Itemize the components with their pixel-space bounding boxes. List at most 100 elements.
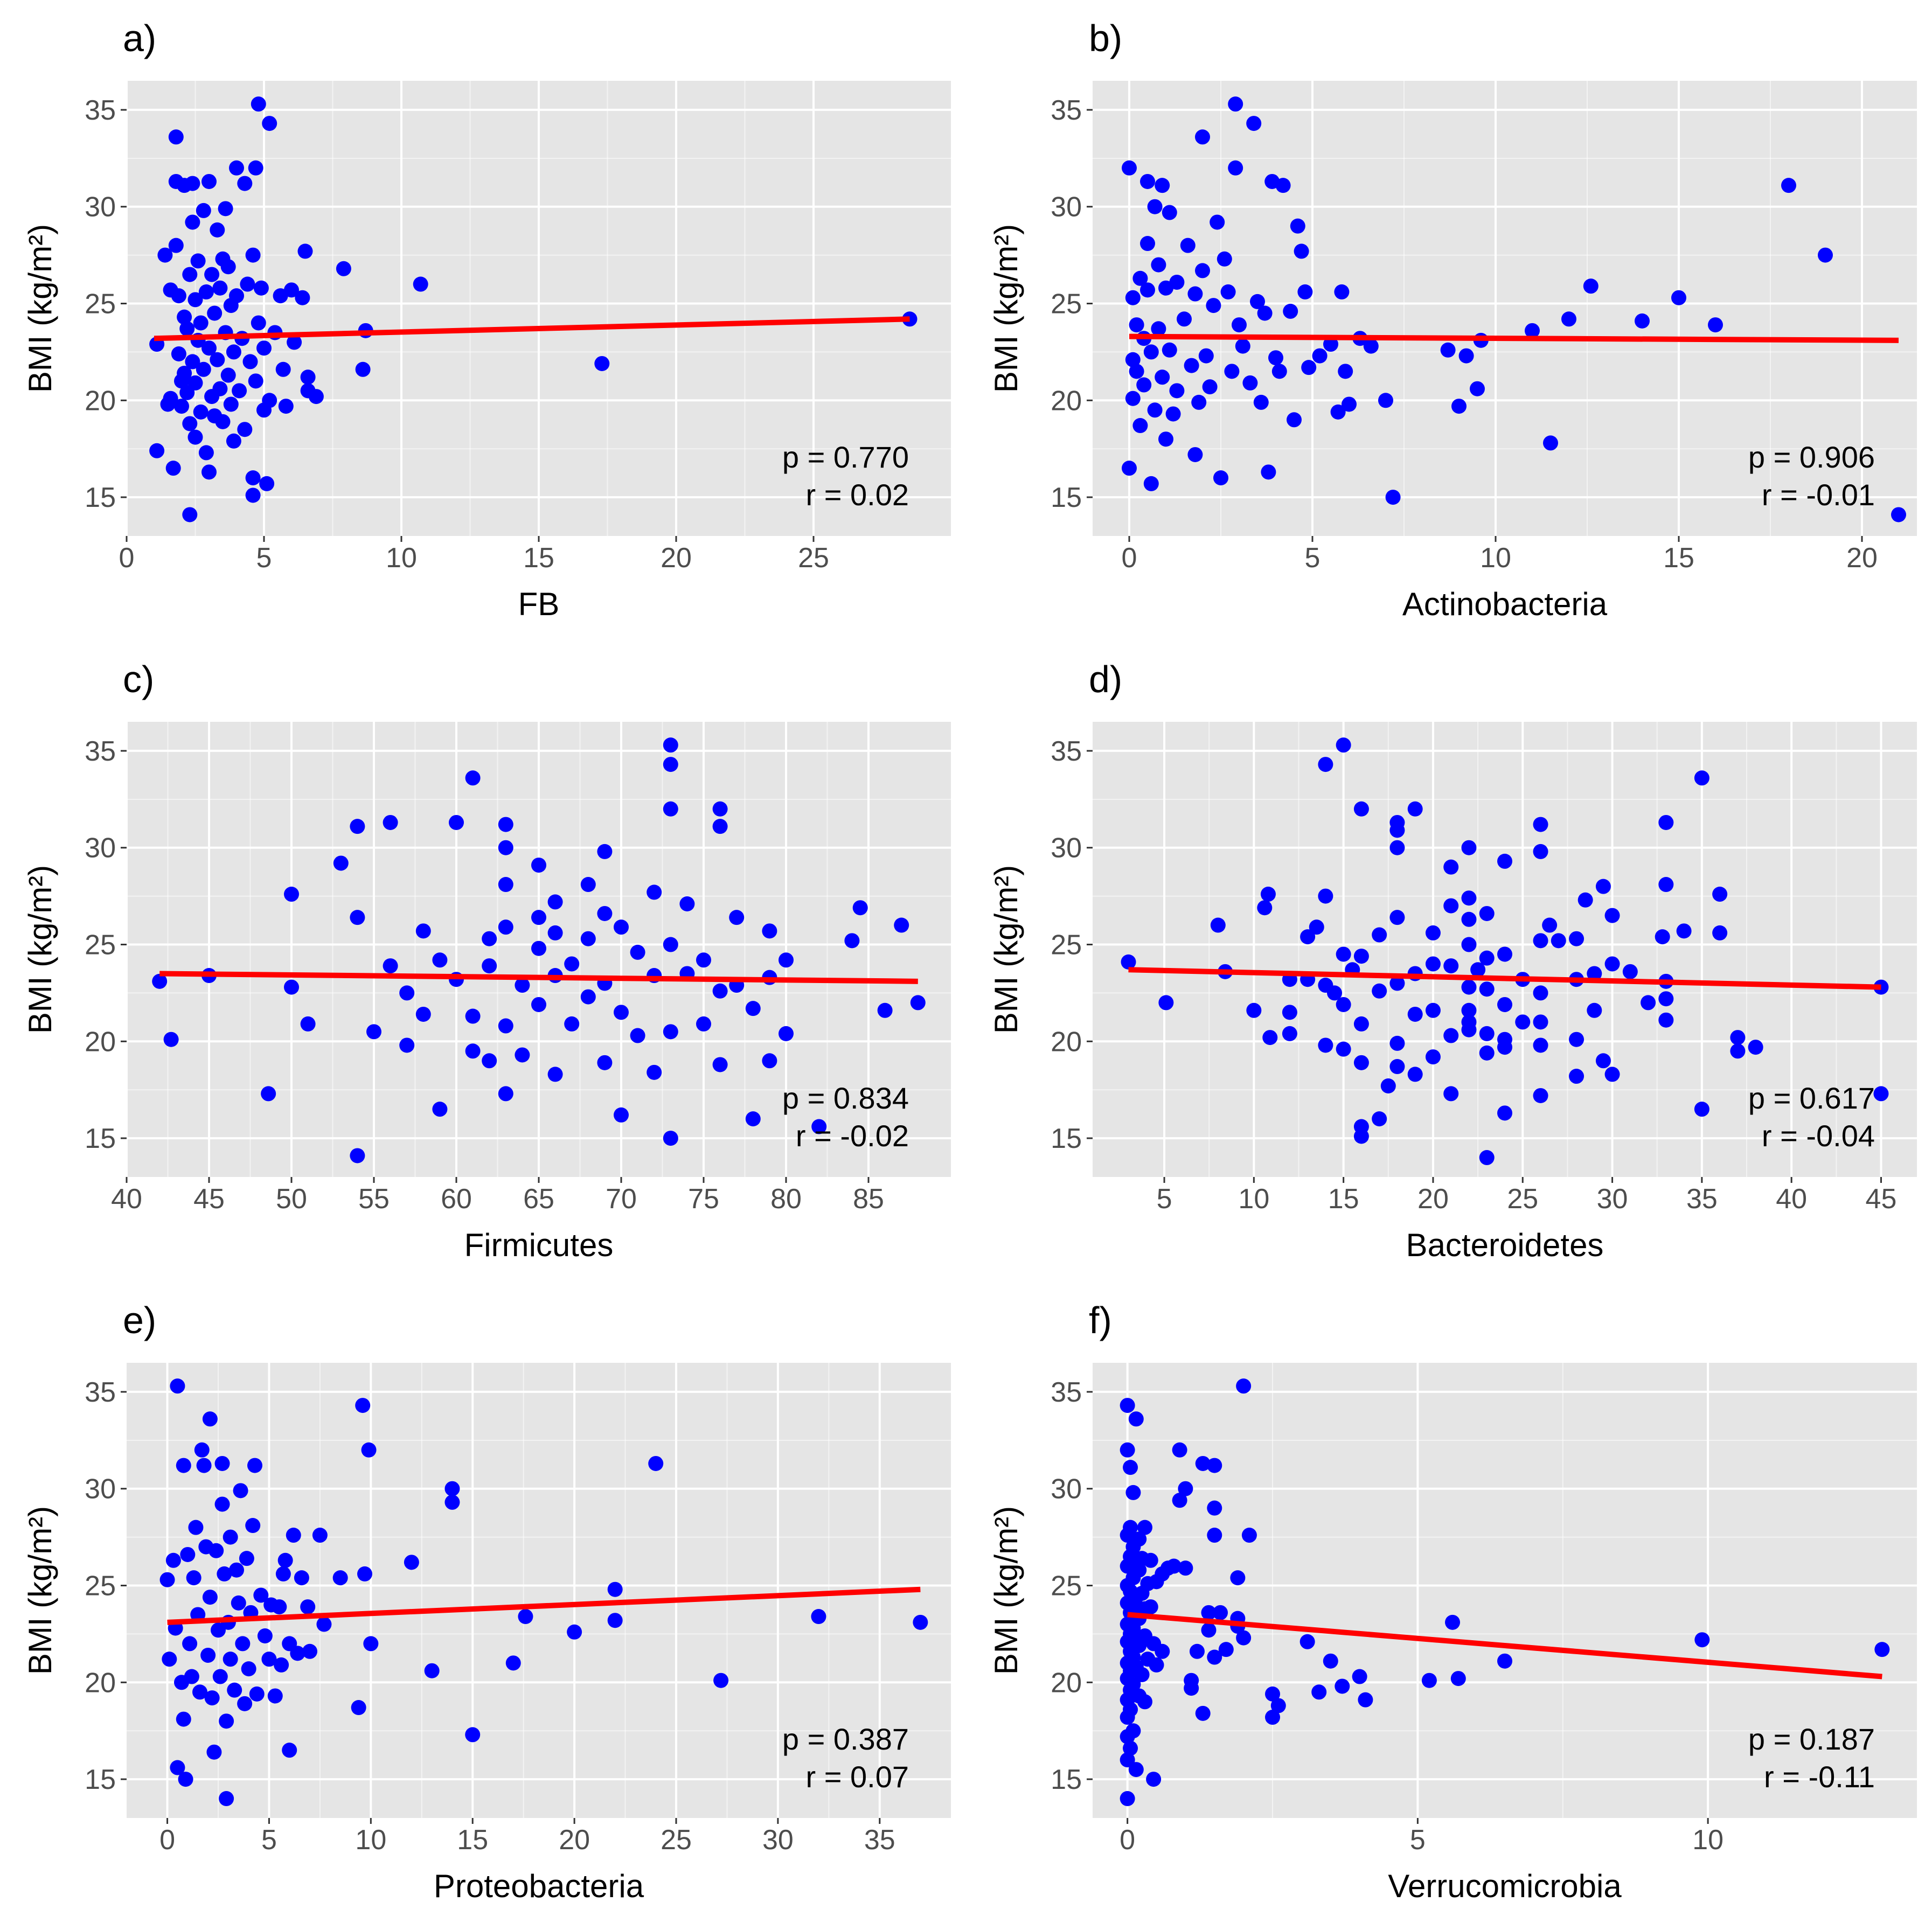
x-tick-label: 5 xyxy=(261,1824,277,1856)
data-point xyxy=(1443,859,1459,875)
data-point xyxy=(580,931,596,946)
data-point xyxy=(1497,1040,1512,1055)
data-point xyxy=(235,1636,251,1652)
data-point xyxy=(594,356,610,371)
data-point xyxy=(247,1458,262,1473)
data-point xyxy=(1445,1614,1461,1630)
data-point xyxy=(1151,321,1166,337)
data-point xyxy=(1353,1055,1369,1070)
x-tick-label: 10 xyxy=(1238,1183,1269,1215)
data-point xyxy=(399,1037,415,1053)
data-point xyxy=(202,1411,218,1427)
x-tick-label: 0 xyxy=(1120,1824,1135,1856)
y-tick-label: 30 xyxy=(85,1474,116,1505)
data-point xyxy=(1730,1030,1746,1046)
panel-f: 0 5 10 15 20 25 30 35 p = 0.187 r = -0.11 f) Verruc… xyxy=(966,1282,1932,1923)
data-point xyxy=(355,1398,371,1413)
data-point xyxy=(1318,888,1333,904)
data-point xyxy=(202,1590,218,1605)
data-point xyxy=(1676,923,1692,939)
p-value-annotation: p = 0.834 xyxy=(782,1081,909,1115)
y-axis-title: BMI (kg/m²) xyxy=(22,1506,58,1675)
data-point xyxy=(1158,995,1174,1011)
data-point xyxy=(350,819,365,834)
x-axis-title: Actinobacteria xyxy=(1402,586,1608,622)
data-point xyxy=(663,1131,678,1146)
data-point xyxy=(312,1528,328,1543)
data-point xyxy=(196,361,211,377)
data-point xyxy=(201,464,217,480)
data-point xyxy=(1874,1642,1890,1657)
plot-background xyxy=(1093,81,1917,536)
data-point xyxy=(1353,801,1369,817)
data-point xyxy=(1125,1676,1141,1692)
data-point xyxy=(210,352,225,367)
data-point xyxy=(1587,966,1602,981)
regression-line xyxy=(159,971,918,984)
data-point xyxy=(1461,911,1477,927)
data-point xyxy=(176,1711,191,1727)
data-point xyxy=(294,1570,309,1586)
data-point xyxy=(444,1494,460,1510)
data-point xyxy=(212,280,228,296)
data-point xyxy=(498,817,513,832)
data-point xyxy=(196,203,211,218)
data-point xyxy=(482,931,497,946)
data-point xyxy=(547,1067,563,1082)
data-point xyxy=(1201,1605,1217,1620)
data-point xyxy=(242,354,258,370)
data-point xyxy=(1378,393,1393,408)
data-point xyxy=(300,1599,316,1615)
data-point xyxy=(1146,1772,1162,1787)
data-point xyxy=(272,1599,287,1615)
data-point xyxy=(233,1483,248,1499)
data-point xyxy=(1125,1723,1141,1739)
data-point xyxy=(415,923,431,939)
scatter-plot: 0 5 10 15 20 25 30 35 15 20 25 30 35 p = 0.387 r = 0.0… xyxy=(22,1299,951,1904)
y-tick-label: 30 xyxy=(85,833,116,864)
data-point xyxy=(1236,1630,1252,1646)
p-value-annotation: p = 0.906 xyxy=(1748,440,1875,474)
data-point xyxy=(1178,1560,1193,1576)
panel-label: f) xyxy=(1089,1299,1112,1341)
data-point xyxy=(1121,954,1136,970)
data-point xyxy=(1479,1026,1495,1041)
data-point xyxy=(1458,348,1474,364)
data-point xyxy=(163,1032,179,1047)
data-point xyxy=(597,844,613,859)
y-tick-label: 25 xyxy=(85,289,116,320)
data-point xyxy=(229,288,244,304)
data-point xyxy=(1311,1684,1327,1700)
data-point xyxy=(1635,313,1650,329)
data-point xyxy=(1172,1442,1187,1458)
data-point xyxy=(1342,396,1357,412)
data-point xyxy=(1195,1455,1211,1471)
data-point xyxy=(1425,925,1441,940)
data-point xyxy=(696,1016,711,1032)
data-point xyxy=(1257,305,1273,321)
y-tick-label: 30 xyxy=(1051,1474,1082,1505)
data-point xyxy=(300,370,316,385)
x-tick-label: 20 xyxy=(559,1824,590,1856)
data-point xyxy=(1604,908,1620,923)
data-point xyxy=(198,284,214,299)
data-point xyxy=(1533,1037,1548,1053)
r-value-annotation: r = 0.02 xyxy=(806,478,909,512)
data-point xyxy=(1595,1053,1611,1069)
data-point xyxy=(1301,360,1317,375)
data-point xyxy=(913,1614,928,1630)
data-point xyxy=(1372,983,1387,999)
data-point xyxy=(567,1624,582,1640)
data-point xyxy=(1202,379,1218,395)
y-tick-label: 35 xyxy=(1051,736,1082,767)
panel-label: c) xyxy=(123,658,154,700)
data-point xyxy=(614,1107,629,1123)
regression-line xyxy=(1129,333,1899,343)
data-point xyxy=(1201,1622,1217,1638)
scatter-plot: 0 5 10 15 20 25 15 20 25 30 35 p = 0.770 r = 0.02 a) F… xyxy=(22,17,951,622)
data-point xyxy=(219,1791,234,1807)
data-point xyxy=(1443,958,1459,974)
data-point xyxy=(1131,1562,1147,1578)
data-point xyxy=(245,247,261,263)
data-point xyxy=(779,952,794,968)
